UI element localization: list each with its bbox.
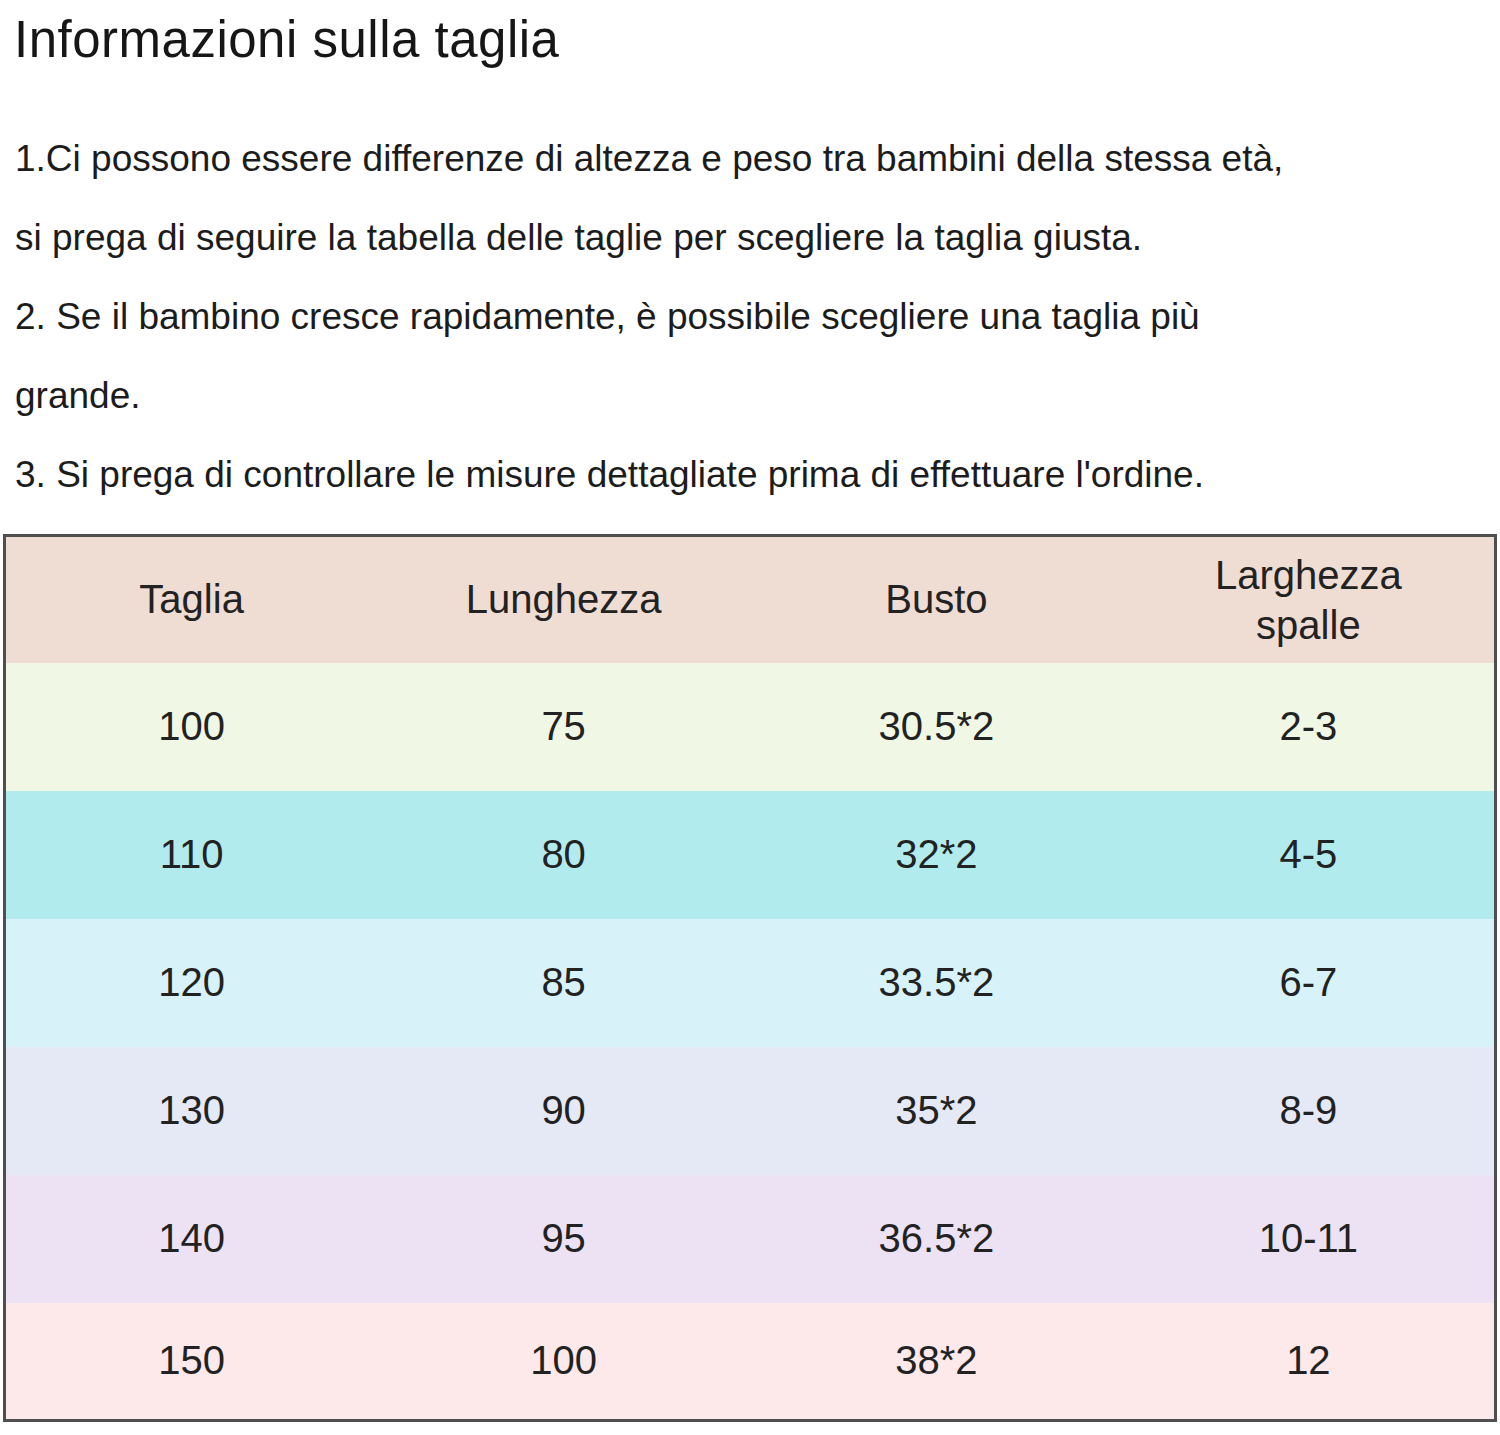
note-line-2: si prega di seguire la tabella delle tag… (15, 198, 1486, 277)
cell-lunghezza: 80 (377, 791, 750, 919)
column-header-larghezza-spalle-label: Larghezza spalle (1192, 550, 1424, 650)
cell-busto: 33.5*2 (750, 919, 1123, 1047)
table-row-120: 120 85 33.5*2 6-7 (5, 919, 1496, 1047)
size-table-head: Taglia Lunghezza Busto Larghezza spalle (5, 536, 1496, 663)
cell-taglia: 130 (5, 1047, 378, 1175)
cell-busto: 35*2 (750, 1047, 1123, 1175)
cell-taglia: 120 (5, 919, 378, 1047)
cell-taglia: 100 (5, 663, 378, 791)
cell-busto: 30.5*2 (750, 663, 1123, 791)
size-table-header-row: Taglia Lunghezza Busto Larghezza spalle (5, 536, 1496, 663)
size-info-page: Informazioni sulla taglia 1.Ci possono e… (0, 10, 1500, 1435)
column-header-taglia: Taglia (5, 536, 378, 663)
size-notes: 1.Ci possono essere differenze di altezz… (15, 119, 1486, 514)
table-row-150: 150 100 38*2 12 (5, 1303, 1496, 1421)
column-header-busto: Busto (750, 536, 1123, 663)
cell-larghezza-spalle: 10-11 (1123, 1175, 1496, 1303)
column-header-lunghezza: Lunghezza (377, 536, 750, 663)
cell-lunghezza: 90 (377, 1047, 750, 1175)
note-line-5: 3. Si prega di controllare le misure det… (15, 435, 1486, 514)
note-line-3: 2. Se il bambino cresce rapidamente, è p… (15, 277, 1486, 356)
cell-larghezza-spalle: 6-7 (1123, 919, 1496, 1047)
cell-busto: 38*2 (750, 1303, 1123, 1421)
cell-busto: 36.5*2 (750, 1175, 1123, 1303)
size-table: Taglia Lunghezza Busto Larghezza spalle … (3, 534, 1497, 1422)
cell-larghezza-spalle: 12 (1123, 1303, 1496, 1421)
size-table-body: 100 75 30.5*2 2-3 110 80 32*2 4-5 120 85… (5, 663, 1496, 1421)
cell-lunghezza: 100 (377, 1303, 750, 1421)
table-row-100: 100 75 30.5*2 2-3 (5, 663, 1496, 791)
note-line-1: 1.Ci possono essere differenze di altezz… (15, 119, 1486, 198)
cell-lunghezza: 95 (377, 1175, 750, 1303)
cell-taglia: 110 (5, 791, 378, 919)
cell-larghezza-spalle: 4-5 (1123, 791, 1496, 919)
note-line-4: grande. (15, 356, 1486, 435)
cell-larghezza-spalle: 8-9 (1123, 1047, 1496, 1175)
cell-lunghezza: 75 (377, 663, 750, 791)
cell-larghezza-spalle: 2-3 (1123, 663, 1496, 791)
table-row-140: 140 95 36.5*2 10-11 (5, 1175, 1496, 1303)
page-title: Informazioni sulla taglia (14, 10, 1500, 69)
column-header-larghezza-spalle: Larghezza spalle (1123, 536, 1496, 663)
cell-lunghezza: 85 (377, 919, 750, 1047)
cell-taglia: 140 (5, 1175, 378, 1303)
table-row-110: 110 80 32*2 4-5 (5, 791, 1496, 919)
table-row-130: 130 90 35*2 8-9 (5, 1047, 1496, 1175)
cell-taglia: 150 (5, 1303, 378, 1421)
cell-busto: 32*2 (750, 791, 1123, 919)
